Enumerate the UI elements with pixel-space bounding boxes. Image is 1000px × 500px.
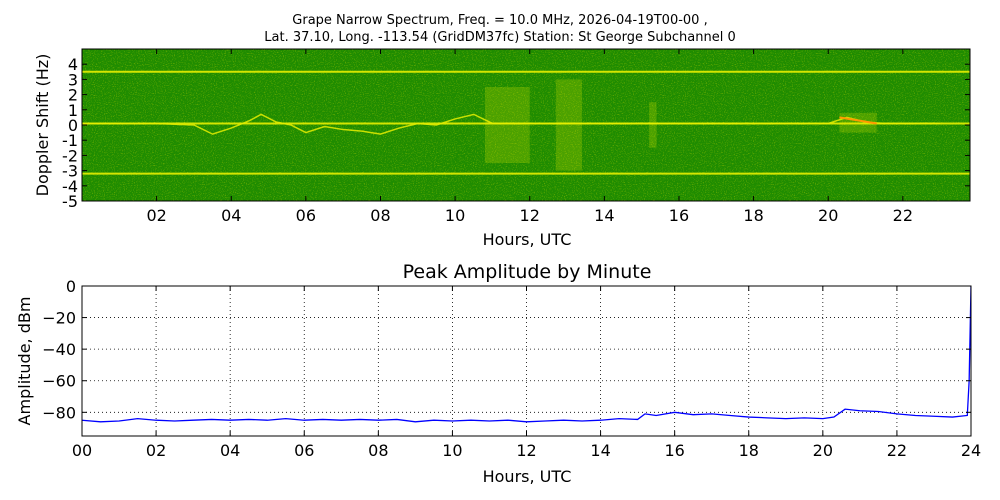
spectrogram-x-tick-label: 04	[221, 206, 241, 225]
doppler-trace	[82, 113, 941, 135]
amplitude-x-tick-label: 16	[664, 441, 684, 460]
amplitude-x-tick-label: 10	[442, 441, 462, 460]
amplitude-x-tick-label: 08	[368, 441, 388, 460]
spectrogram-x-tick-label: 12	[520, 206, 540, 225]
amplitude-y-tick-label: −40	[42, 340, 76, 359]
spectrogram-y-tick-label: 2	[68, 86, 78, 105]
spectrogram-x-tick-label: 18	[743, 206, 763, 225]
amplitude-y-tick-label: −80	[42, 403, 76, 422]
doppler-hotspot	[839, 116, 877, 125]
spectrogram-x-axis-label: Hours, UTC	[483, 230, 572, 249]
spectrogram-noise	[82, 49, 970, 201]
spectrogram-x-tick-label: 06	[296, 206, 316, 225]
spectrogram-x-tick-label: 08	[370, 206, 390, 225]
spectrogram-y-tick-label: 0	[68, 116, 78, 135]
spectrogram-x-tick-label: 22	[893, 206, 913, 225]
amplitude-y-tick-label: −60	[42, 372, 76, 391]
spectrogram-panel: 02 04 06 08 10 12 14 16 18 20 2243210-1-2-3-4-5Hou…	[33, 48, 971, 249]
amplitude-x-axis-label: Hours, UTC	[483, 467, 572, 486]
amplitude-y-axis-label: Amplitude, dBm	[15, 297, 34, 426]
spectrogram-y-tick-label: -2	[62, 146, 78, 165]
amplitude-x-tick-label: 06	[294, 441, 314, 460]
spectrogram-body	[82, 49, 970, 201]
figure-title-line-2: Lat. 37.10, Long. -113.54 (GridDM37fc) S…	[264, 30, 736, 45]
amplitude-series-group	[82, 286, 971, 423]
spectrogram-y-tick-label: 3	[68, 70, 78, 89]
figure-title-line-1: Grape Narrow Spectrum, Freq. = 10.0 MHz,…	[292, 13, 708, 28]
spectrogram-x-tick-label: 10	[445, 206, 465, 225]
spectrogram-x-tick-label: 20	[818, 206, 838, 225]
amplitude-series-line	[82, 286, 971, 423]
amplitude-x-tick-label: 02	[146, 441, 166, 460]
amplitude-panel: 00 02 04 06 08 10 12 14 16 18 20 22 24 0 −20 −40 −60 −80 P…	[15, 261, 981, 486]
spectrogram-x-tick-label: 16	[669, 206, 689, 225]
spectrogram-y-tick-label: -5	[62, 192, 78, 211]
amplitude-chart-title: Peak Amplitude by Minute	[403, 261, 652, 283]
amplitude-x-tick-label: 00	[72, 441, 92, 460]
amplitude-x-tick-label: 24	[961, 441, 981, 460]
amplitude-x-tick-label: 22	[887, 441, 907, 460]
disturbance-band	[484, 87, 530, 163]
spectrogram-y-axis-label: Doppler Shift (Hz)	[33, 54, 52, 197]
spectrogram-y-tick-label: 4	[68, 55, 78, 74]
amplitude-y-tick-label: 0	[66, 277, 76, 296]
amplitude-y-tick-label: −20	[42, 309, 76, 328]
amplitude-x-tick-label: 12	[516, 441, 536, 460]
disturbance-band	[555, 79, 582, 171]
spectrogram-y-tick-label: -1	[62, 131, 78, 150]
spectrogram-x-tick-label: 02	[146, 206, 166, 225]
amplitude-x-tick-label: 18	[739, 441, 759, 460]
spectrogram-x-tick-label: 14	[594, 206, 614, 225]
spectrogram-y-tick-label: -4	[62, 177, 78, 196]
amplitude-x-tick-label: 20	[813, 441, 833, 460]
spectrogram-y-tick-label: -3	[62, 162, 78, 181]
spectrogram-y-tick-label: 1	[68, 101, 78, 120]
amplitude-x-tick-label: 14	[590, 441, 610, 460]
disturbance-band	[649, 102, 657, 148]
amplitude-plot-area	[82, 286, 971, 436]
amplitude-x-tick-label: 04	[220, 441, 240, 460]
